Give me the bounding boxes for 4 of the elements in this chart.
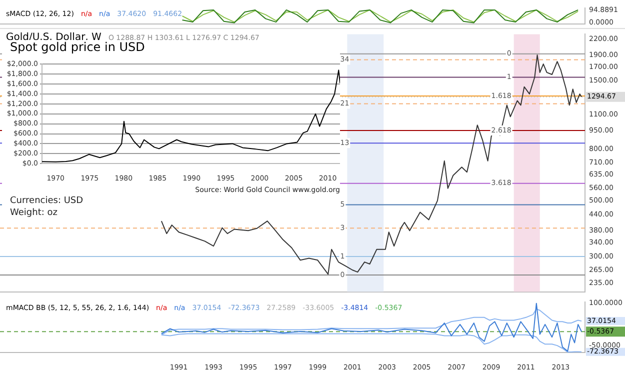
annotation: Currencies: USD: [10, 196, 84, 206]
annotation: Weight: oz: [10, 208, 58, 218]
chart-title: Spot gold price in USD: [10, 40, 146, 56]
chart-title: Gold/U.S. Dollar, W: [6, 32, 102, 43]
